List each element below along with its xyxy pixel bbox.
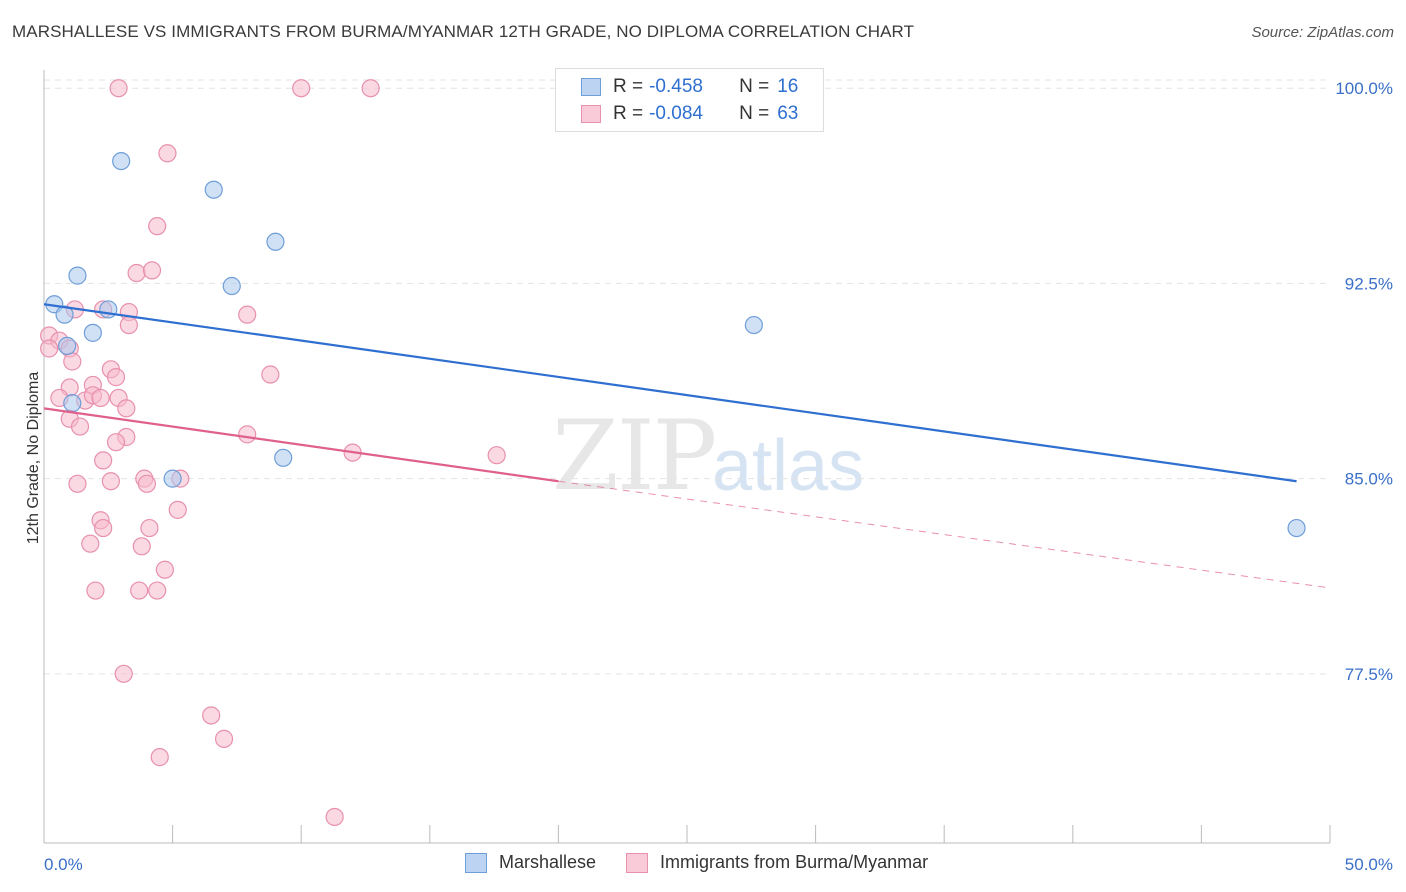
legend-swatch-blue [465, 852, 487, 873]
x-tick-label: 0.0% [44, 855, 83, 874]
data-point-burma [117, 399, 136, 418]
data-point-burma [150, 748, 169, 767]
y-tick-label: 100.0% [1335, 79, 1393, 98]
data-point-marshallese [112, 151, 131, 171]
trend-extension-burma [558, 480, 1331, 589]
data-point-burma [158, 144, 177, 163]
data-point-burma [109, 79, 128, 98]
data-point-burma [127, 263, 146, 283]
data-point-burma [168, 500, 187, 519]
data-point-burma [81, 534, 100, 553]
data-point-marshallese [163, 469, 182, 488]
data-point-burma [292, 79, 311, 98]
data-point-burma [238, 425, 257, 444]
legend-r-value: -0.458 [649, 76, 703, 97]
data-point-burma [487, 446, 506, 465]
data-point-marshallese [1287, 518, 1306, 538]
data-point-burma [91, 388, 110, 408]
y-tick-label: 92.5% [1345, 274, 1393, 293]
data-point-burma [94, 518, 113, 538]
data-point-marshallese [99, 300, 118, 319]
trend-line-marshallese [43, 303, 1297, 483]
data-point-burma [325, 807, 344, 827]
data-point-burma [238, 305, 257, 324]
legend-r-value: -0.084 [649, 103, 703, 124]
data-point-burma [114, 664, 133, 683]
legend-item-marshallese[interactable]: Marshallese [465, 852, 596, 873]
data-point-burma [261, 365, 280, 384]
data-point-marshallese [63, 394, 82, 413]
data-point-burma [361, 79, 380, 98]
data-point-burma [119, 315, 138, 335]
data-point-burma [130, 581, 149, 600]
x-tick-label: 50.0% [1345, 855, 1393, 874]
data-point-burma [214, 729, 234, 748]
data-point-burma [148, 217, 167, 236]
correlation-legend: R = -0.458 N = 16 R = -0.084 N = 63 [555, 68, 824, 132]
data-point-burma [142, 261, 162, 280]
data-point-burma [68, 474, 87, 493]
series-legend: Marshallese Immigrants from Burma/Myanma… [465, 852, 958, 873]
data-point-marshallese [83, 323, 102, 342]
legend-r-label: R = [613, 103, 644, 124]
data-point-burma [94, 451, 113, 470]
legend-label-burma: Immigrants from Burma/Myanmar [660, 852, 929, 872]
data-point-burma [86, 581, 105, 600]
y-tick-label: 85.0% [1345, 470, 1393, 489]
legend-row-marshallese: R = -0.458 N = 16 [556, 74, 798, 100]
watermark-zip: ZIP [552, 400, 717, 512]
data-point-burma [132, 537, 151, 556]
y-axis-title: 12th Grade, No Diploma [25, 372, 42, 545]
data-point-burma [155, 560, 174, 579]
data-point-marshallese [266, 232, 285, 251]
data-point-marshallese [222, 276, 241, 296]
data-point-marshallese [204, 180, 223, 199]
legend-item-burma[interactable]: Immigrants from Burma/Myanmar [626, 852, 928, 873]
trend-line-burma [43, 407, 559, 483]
legend-swatch-pink [626, 852, 649, 873]
data-point-burma [137, 474, 156, 493]
data-point-burma [101, 472, 120, 491]
y-tick-label: 77.5% [1345, 665, 1393, 684]
data-point-marshallese [274, 448, 293, 467]
legend-row-burma: R = -0.084 N = 63 [556, 101, 798, 127]
legend-swatch-pink [581, 105, 601, 123]
data-point-burma [40, 339, 59, 358]
data-point-burma [148, 581, 167, 600]
data-point-burma [202, 706, 221, 725]
watermark-atlas: atlas [712, 426, 865, 506]
data-point-marshallese [68, 266, 87, 285]
data-point-marshallese [58, 336, 77, 355]
data-point-burma [106, 368, 126, 387]
legend-n-label: N = [739, 76, 770, 97]
legend-label-marshallese: Marshallese [499, 852, 597, 872]
data-point-burma [140, 518, 159, 538]
data-point-burma [70, 417, 90, 436]
legend-r-label: R = [613, 76, 644, 97]
legend-n-value: 16 [777, 76, 799, 97]
legend-swatch-blue [581, 78, 601, 96]
data-point-marshallese [744, 315, 763, 335]
data-point-burma [106, 433, 126, 452]
legend-n-value: 63 [777, 103, 799, 124]
legend-n-label: N = [739, 103, 770, 124]
source-label: Source: ZipAtlas.com [1251, 24, 1394, 41]
data-point-burma [63, 352, 82, 371]
chart-title: MARSHALLESE VS IMMIGRANTS FROM BURMA/MYA… [12, 22, 915, 41]
